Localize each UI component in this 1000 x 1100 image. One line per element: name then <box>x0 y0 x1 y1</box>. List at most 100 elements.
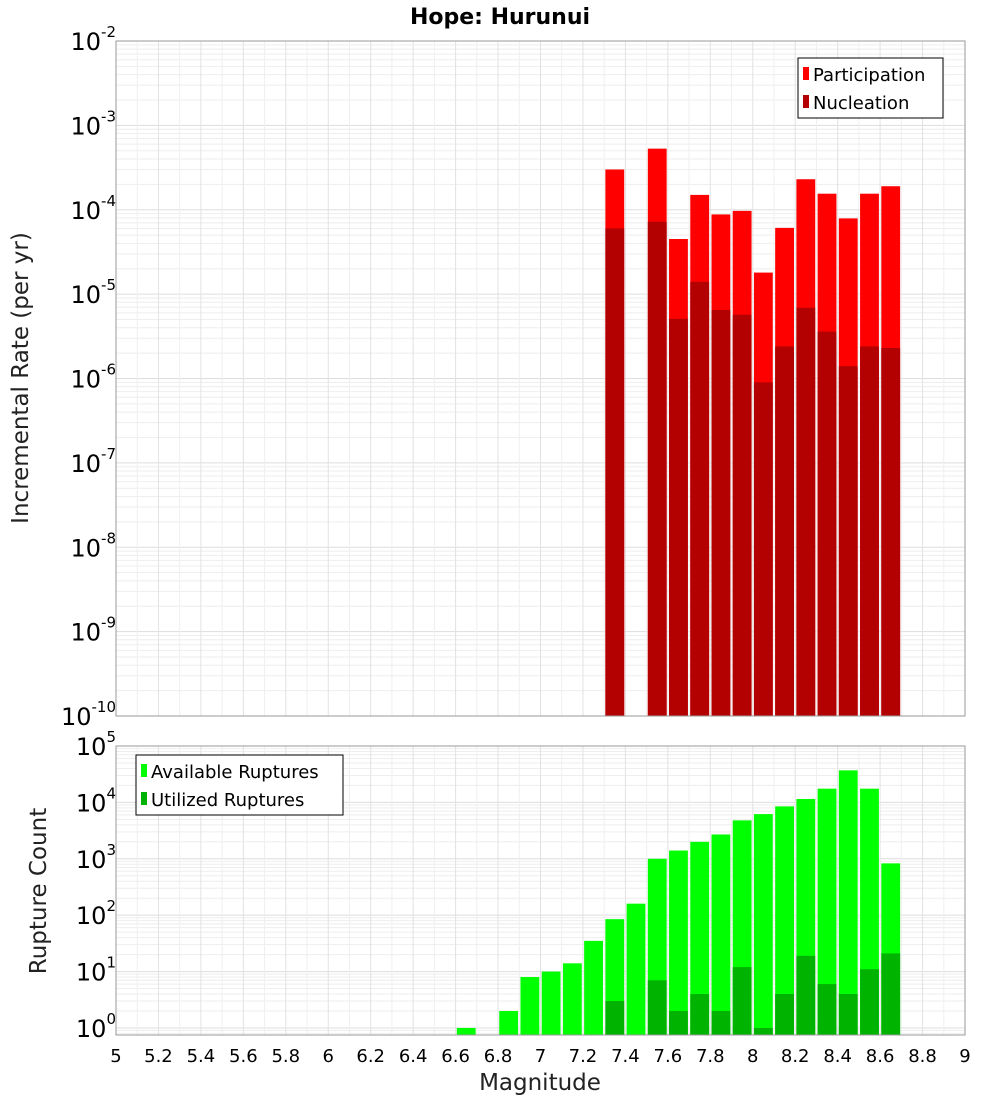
count-bar-utilized-ruptures <box>775 994 794 1035</box>
count-bar-utilized-ruptures <box>817 984 837 1035</box>
rate-bar-nucleation <box>881 347 901 716</box>
rate-bar-nucleation <box>860 346 879 716</box>
rate-y-tick-label: 10-5 <box>70 276 116 309</box>
rate-bars <box>605 148 901 717</box>
rate-y-axis-label: Incremental Rate (per yr) <box>8 232 34 524</box>
count-bar-available-ruptures <box>626 903 646 1035</box>
count-y-tick-label: 105 <box>76 728 116 761</box>
rate-bar-nucleation <box>838 366 858 716</box>
count-y-tick-label: 100 <box>76 1010 116 1043</box>
count-bar-utilized-ruptures <box>796 955 816 1035</box>
count-y-tick-label: 104 <box>76 784 116 817</box>
x-tick-label: 7 <box>535 1046 546 1067</box>
rate-y-tick-label: 10-3 <box>70 107 116 140</box>
count-bar-utilized-ruptures <box>690 994 710 1035</box>
count-bar-utilized-ruptures <box>647 980 667 1035</box>
x-tick-label: 8.2 <box>781 1046 810 1067</box>
x-tick-label: 5.6 <box>229 1046 258 1067</box>
count-bar-utilized-ruptures <box>669 1010 688 1035</box>
x-ticks: 5 5.2 5.4 5.6 5.8 6 6.2 6.4 6.6 6.8 7 7.2 7.4 7.6 7.8 8… <box>110 1046 970 1067</box>
count-legend: Available Ruptures Utilized Ruptures <box>135 754 344 816</box>
count-bar-available-ruptures <box>499 1010 519 1035</box>
rate-legend: Participation Nucleation <box>797 57 944 119</box>
rate-y-tick-label: 10-8 <box>70 529 116 562</box>
rate-panel: 10-10 10-9 10-8 10-7 10-6 10-5 10-4 10-3 10-2 In… <box>8 23 966 731</box>
count-y-ticks: 100 101 102 103 104 105 <box>76 728 116 1043</box>
count-bar-available-ruptures <box>520 977 540 1035</box>
count-bars <box>456 770 901 1035</box>
rate-y-tick-label: 10-7 <box>70 445 116 478</box>
rate-plot-border <box>115 40 966 717</box>
count-y-tick-label: 101 <box>76 954 116 987</box>
x-tick-label: 7.4 <box>611 1046 640 1067</box>
x-tick-label: 8.6 <box>866 1046 895 1067</box>
count-bar-available-ruptures <box>817 788 837 1035</box>
rate-legend-label: Participation <box>813 65 925 86</box>
x-tick-label: 7.2 <box>569 1046 598 1067</box>
count-bar-available-ruptures <box>775 806 794 1035</box>
x-tick-label: 5 <box>110 1046 121 1067</box>
rate-bar-nucleation <box>690 281 710 716</box>
rate-legend-label: Nucleation <box>813 93 909 114</box>
x-tick-label: 8 <box>747 1046 758 1067</box>
count-legend-swatch <box>141 764 147 777</box>
rate-legend-swatch <box>803 67 809 80</box>
count-bar-available-ruptures <box>562 963 582 1035</box>
rate-y-tick-label: 10-4 <box>70 192 116 225</box>
x-tick-label: 6 <box>323 1046 334 1067</box>
count-y-axis-label: Rupture Count <box>26 808 52 974</box>
count-bar-utilized-ruptures <box>838 994 858 1035</box>
rate-bar-nucleation <box>817 331 837 716</box>
rate-bar-nucleation <box>669 318 688 716</box>
count-bar-utilized-ruptures <box>753 1027 773 1035</box>
count-bar-utilized-ruptures <box>860 969 879 1035</box>
x-tick-label: 5.8 <box>271 1046 300 1067</box>
rate-legend-box <box>797 57 944 119</box>
x-tick-label: 8.4 <box>823 1046 852 1067</box>
x-tick-label: 5.2 <box>144 1046 173 1067</box>
count-bar-available-ruptures <box>541 971 561 1035</box>
count-y-tick-label: 102 <box>76 897 116 930</box>
count-bar-available-ruptures <box>669 850 688 1035</box>
count-legend-label: Utilized Ruptures <box>151 790 304 811</box>
count-bar-utilized-ruptures <box>605 1001 625 1035</box>
chart-title: Hope: Hurunui <box>410 5 590 30</box>
count-legend-label: Available Ruptures <box>151 762 319 783</box>
x-tick-label: 6.6 <box>441 1046 470 1067</box>
x-tick-label: 7.6 <box>654 1046 683 1067</box>
rate-y-tick-label: 10-9 <box>70 614 116 647</box>
count-legend-box <box>135 754 344 816</box>
count-panel: 100 101 102 103 104 105 Rupture Count Availab… <box>26 728 966 1043</box>
x-tick-label: 6.8 <box>484 1046 513 1067</box>
rate-y-tick-label: 10-2 <box>70 23 116 56</box>
count-legend-swatch <box>141 792 147 805</box>
rate-y-ticks: 10-10 10-9 10-8 10-7 10-6 10-5 10-4 10-3 10-2 <box>61 23 116 731</box>
rate-y-tick-label: 10-6 <box>70 361 116 394</box>
rate-bar-nucleation <box>647 221 667 716</box>
rate-gridlines <box>115 41 966 717</box>
count-bar-available-ruptures <box>690 841 710 1035</box>
x-tick-label: 9 <box>959 1046 970 1067</box>
x-tick-label: 5.4 <box>187 1046 216 1067</box>
rate-bar-nucleation <box>775 346 794 716</box>
x-tick-label: 6.2 <box>356 1046 385 1067</box>
count-bar-available-ruptures <box>838 770 858 1035</box>
rate-bar-nucleation <box>753 382 773 716</box>
rate-y-tick-label: 10-10 <box>61 698 116 731</box>
rate-bar-nucleation <box>796 307 816 716</box>
count-bar-utilized-ruptures <box>881 953 901 1035</box>
count-plot-border <box>115 745 966 1036</box>
count-y-tick-label: 103 <box>76 841 116 874</box>
x-tick-label: 6.4 <box>399 1046 428 1067</box>
count-bar-available-ruptures <box>584 940 603 1035</box>
count-bar-available-ruptures <box>711 834 731 1035</box>
x-axis-label: Magnitude <box>479 1070 601 1096</box>
rate-legend-swatch <box>803 95 809 108</box>
rate-bar-nucleation <box>605 228 625 716</box>
x-tick-label: 7.8 <box>696 1046 725 1067</box>
count-bar-available-ruptures <box>753 814 773 1035</box>
x-tick-label: 8.8 <box>908 1046 937 1067</box>
rate-bar-nucleation <box>711 309 731 716</box>
count-bar-utilized-ruptures <box>711 1010 731 1035</box>
